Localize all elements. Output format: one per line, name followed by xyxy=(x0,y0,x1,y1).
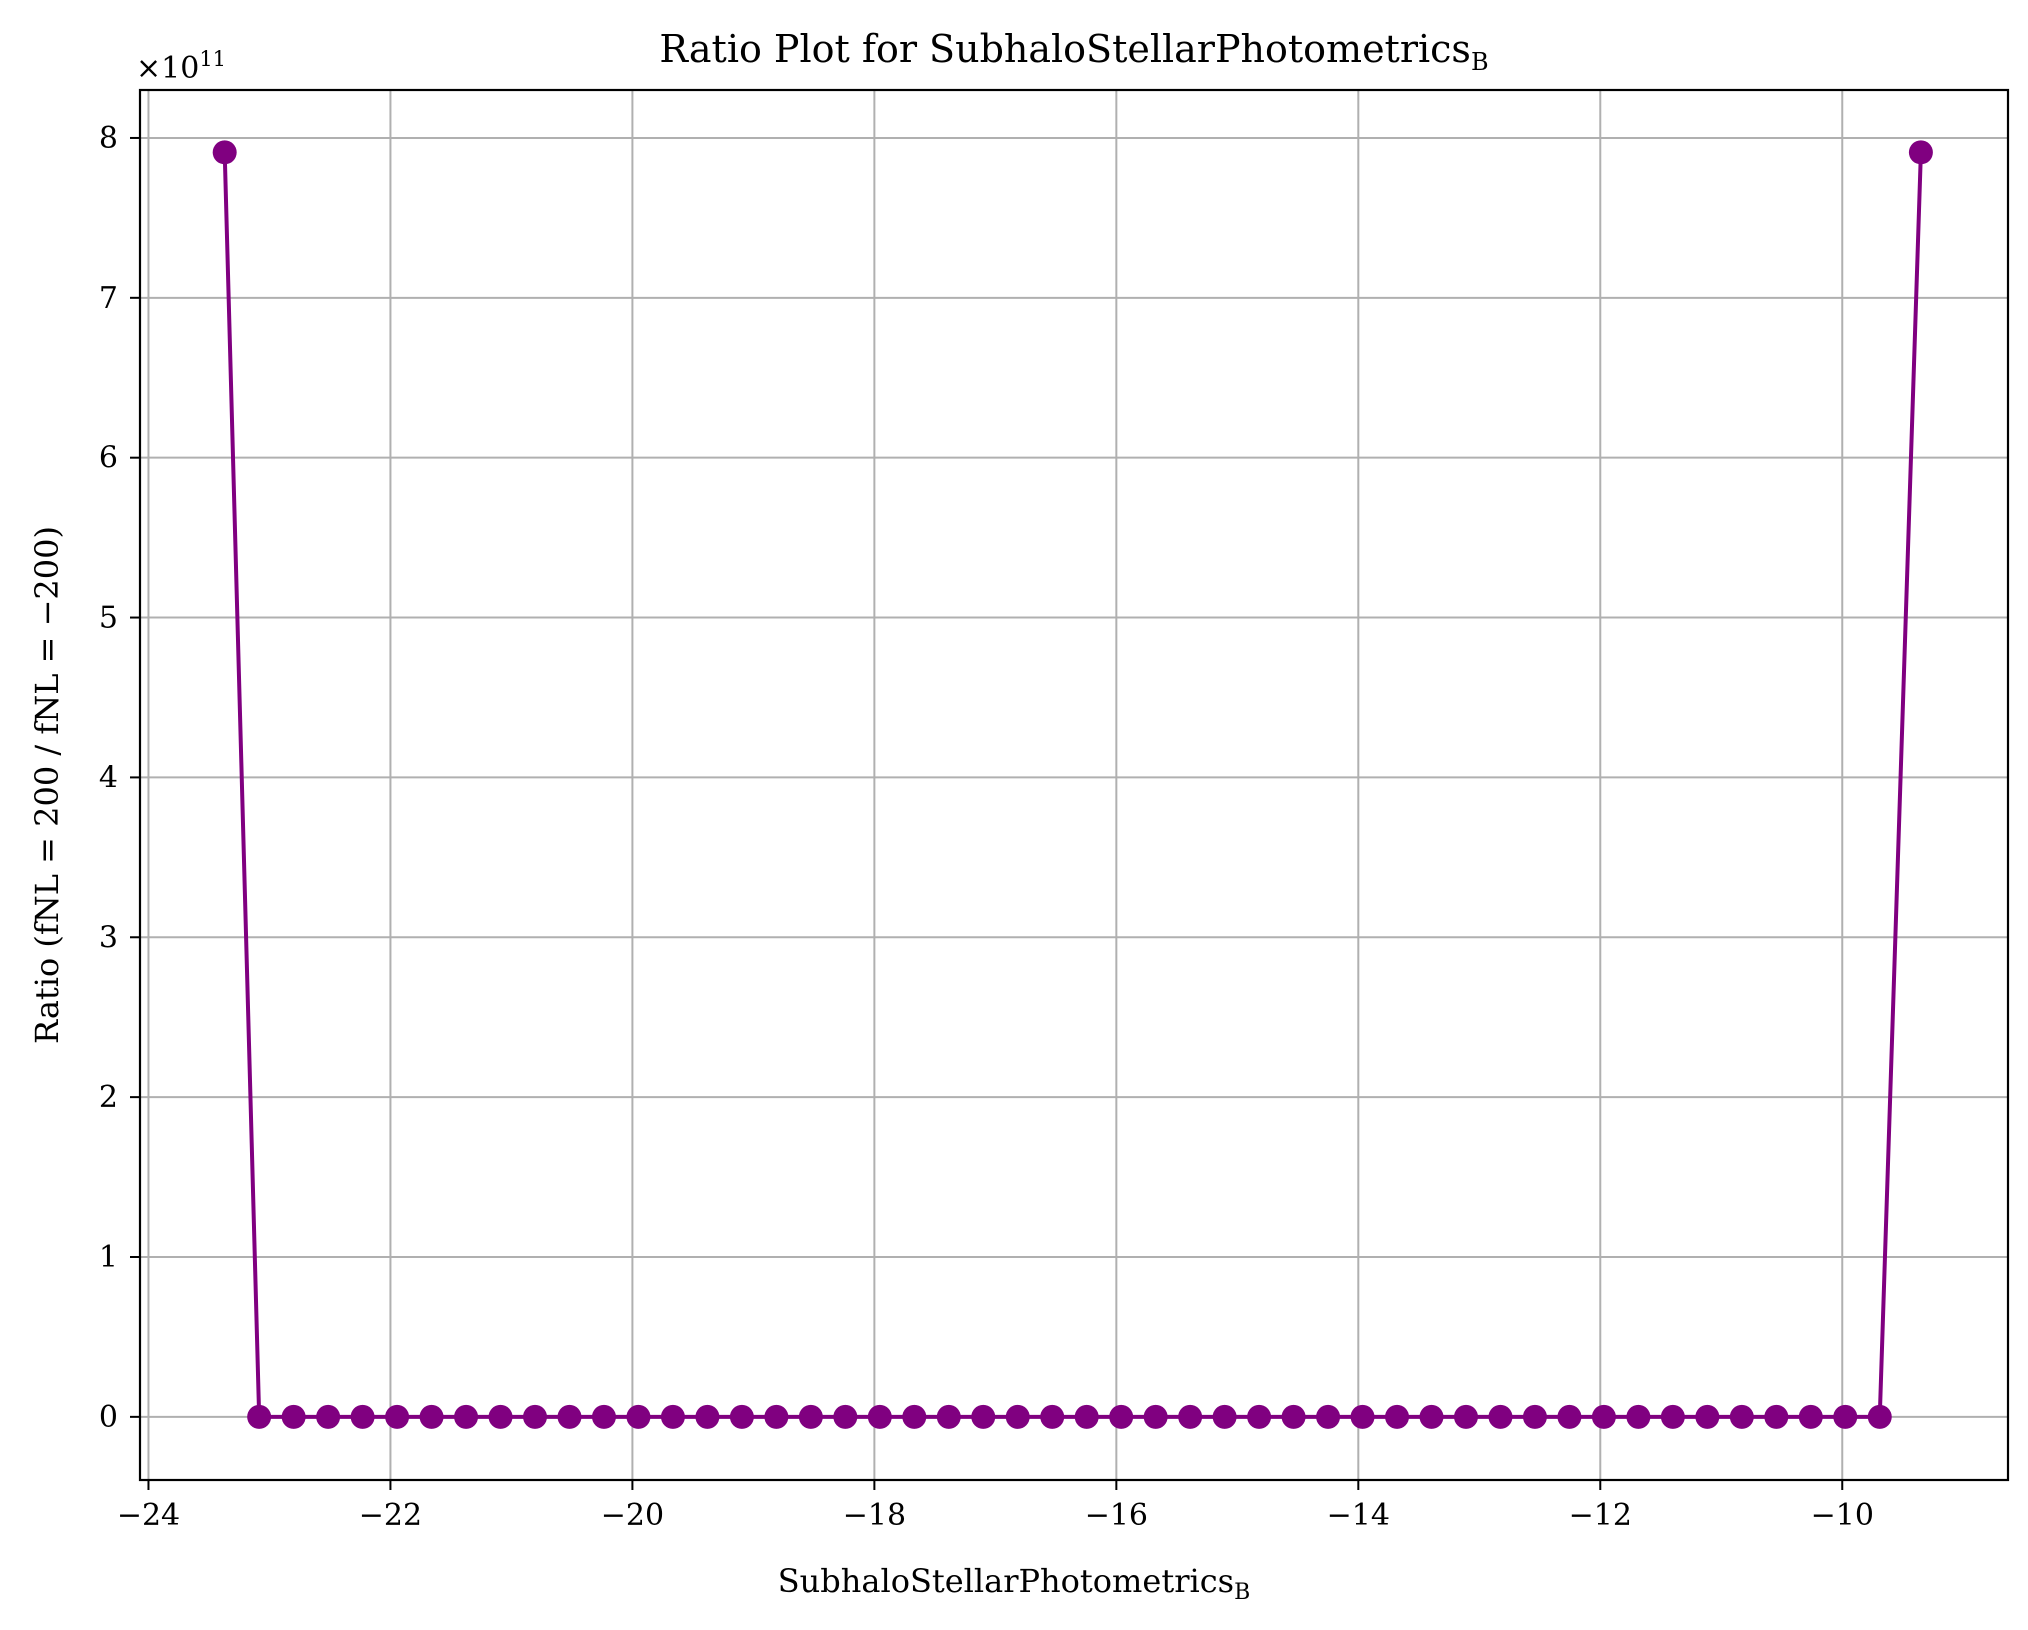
data-point-marker xyxy=(1385,1404,1410,1429)
data-point-marker xyxy=(867,1404,892,1429)
data-point-marker xyxy=(591,1404,616,1429)
y-tick-label: 7 xyxy=(99,281,118,316)
data-point-marker xyxy=(902,1404,927,1429)
data-point-marker xyxy=(1695,1404,1720,1429)
data-point-marker xyxy=(1281,1404,1306,1429)
data-point-marker xyxy=(1350,1404,1375,1429)
data-point-marker xyxy=(350,1404,375,1429)
data-point-marker xyxy=(1798,1404,1823,1429)
data-point-marker xyxy=(695,1404,720,1429)
data-point-marker xyxy=(419,1404,444,1429)
x-axis-label: SubhaloStellarPhotometricsB xyxy=(778,1562,1250,1605)
data-point-marker xyxy=(936,1404,961,1429)
x-tick-label: −16 xyxy=(1085,1498,1148,1533)
x-tick-label: −18 xyxy=(843,1498,906,1533)
x-axis-label-subscript: B xyxy=(1234,1580,1250,1605)
chart-title-subscript: B xyxy=(1471,48,1489,76)
data-point-marker xyxy=(1729,1404,1754,1429)
data-point-marker xyxy=(385,1404,410,1429)
data-point-marker xyxy=(764,1404,789,1429)
data-point-marker xyxy=(1453,1404,1478,1429)
data-point-marker xyxy=(454,1404,479,1429)
data-point-marker xyxy=(1419,1404,1444,1429)
y-axis-offset-text: ×1011 xyxy=(136,47,226,86)
x-tick-label: −10 xyxy=(1811,1498,1874,1533)
y-tick-label: 4 xyxy=(99,760,118,795)
y-tick-label: 8 xyxy=(99,121,118,156)
x-tick-label: −20 xyxy=(601,1498,664,1533)
data-point-marker xyxy=(1764,1404,1789,1429)
x-tick-label: −22 xyxy=(359,1498,422,1533)
y-axis-label: Ratio (fNL = 200 / fNL = −200) xyxy=(28,526,66,1044)
data-point-marker xyxy=(1660,1404,1685,1429)
data-point-marker xyxy=(1074,1404,1099,1429)
plot-frame xyxy=(138,88,2010,1482)
y-tick-label: 2 xyxy=(99,1080,118,1115)
data-point-marker xyxy=(247,1404,272,1429)
data-point-marker xyxy=(833,1404,858,1429)
data-point-marker xyxy=(1591,1404,1616,1429)
y-tick-label: 3 xyxy=(99,920,118,955)
y-offset-exponent: 11 xyxy=(199,47,226,71)
data-point-marker xyxy=(1557,1404,1582,1429)
data-point-marker xyxy=(316,1404,341,1429)
y-tick-label: 1 xyxy=(99,1240,118,1275)
x-axis-label-main: SubhaloStellarPhotometrics xyxy=(778,1562,1234,1600)
chart-title-main: Ratio Plot for SubhaloStellarPhotometric… xyxy=(659,27,1471,71)
data-point-marker xyxy=(1143,1404,1168,1429)
data-point-marker xyxy=(729,1404,754,1429)
data-point-marker xyxy=(626,1404,651,1429)
data-point-marker xyxy=(488,1404,513,1429)
y-tick-label: 6 xyxy=(99,441,118,476)
data-point-marker xyxy=(1316,1404,1341,1429)
data-point-marker xyxy=(660,1404,685,1429)
data-point-marker xyxy=(1626,1404,1651,1429)
data-point-marker xyxy=(1488,1404,1513,1429)
x-tick-label: −14 xyxy=(1327,1498,1390,1533)
x-tick-label: −24 xyxy=(117,1498,180,1533)
data-series xyxy=(212,140,1933,1429)
data-point-marker xyxy=(523,1404,548,1429)
data-point-marker xyxy=(1833,1404,1858,1429)
data-point-marker xyxy=(798,1404,823,1429)
grid-lines xyxy=(140,90,2008,1480)
axis-ticks: −24 −22 −20 −18 −16 −14 −12 −10 0 1 2 3 4 5 6 7 8 xyxy=(99,121,1874,1533)
data-point-marker xyxy=(1178,1404,1203,1429)
data-point-marker xyxy=(557,1404,582,1429)
data-point-marker xyxy=(971,1404,996,1429)
data-point-marker xyxy=(212,140,237,165)
data-point-marker xyxy=(1040,1404,1065,1429)
data-point-marker xyxy=(1908,140,1933,165)
data-point-marker xyxy=(1247,1404,1272,1429)
x-tick-label: −12 xyxy=(1569,1498,1632,1533)
data-point-marker xyxy=(281,1404,306,1429)
y-tick-label: 5 xyxy=(99,601,118,636)
data-point-marker xyxy=(1522,1404,1547,1429)
data-point-marker xyxy=(1212,1404,1237,1429)
data-point-marker xyxy=(1109,1404,1134,1429)
data-point-marker xyxy=(1005,1404,1030,1429)
chart-title: Ratio Plot for SubhaloStellarPhotometric… xyxy=(659,27,1488,76)
data-point-marker xyxy=(1867,1404,1892,1429)
y-offset-base: ×10 xyxy=(136,51,199,86)
y-tick-label: 0 xyxy=(99,1400,118,1435)
